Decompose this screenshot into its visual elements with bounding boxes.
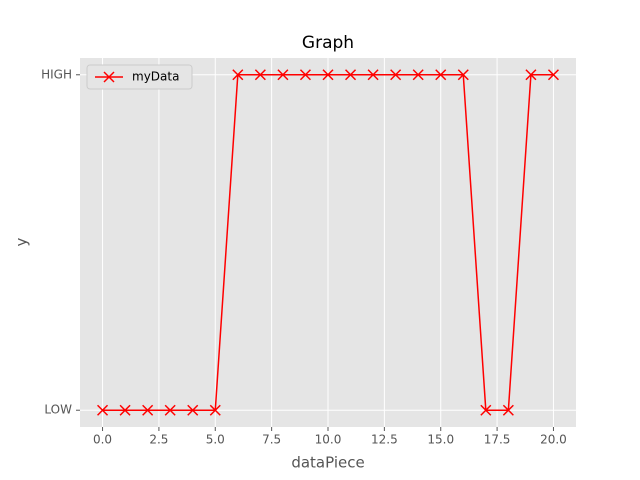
y-tick-label: HIGH	[41, 67, 72, 81]
data-point	[457, 69, 469, 81]
data-point	[209, 404, 221, 416]
y-tick-label: LOW	[44, 403, 72, 417]
x-axis-label: dataPiece	[291, 454, 364, 472]
legend: myData	[86, 64, 193, 90]
data-point	[142, 404, 154, 416]
data-point	[187, 404, 199, 416]
x-tick-label: 12.5	[371, 433, 398, 447]
x-tick-label: 20.0	[540, 433, 567, 447]
x-tick-label: 7.5	[262, 433, 281, 447]
legend-label: myData	[132, 70, 179, 84]
chart-title: Graph	[302, 33, 354, 53]
data-point	[254, 69, 266, 81]
data-point	[367, 69, 379, 81]
data-point	[97, 404, 109, 416]
x-tick-label: 5.0	[206, 433, 225, 447]
data-point	[232, 69, 244, 81]
data-point	[322, 69, 334, 81]
data-point	[345, 69, 357, 81]
legend-box	[86, 64, 193, 90]
data-point	[299, 69, 311, 81]
y-axis-label: y	[13, 237, 31, 246]
data-point	[277, 69, 289, 81]
data-point	[502, 404, 514, 416]
marks	[97, 69, 559, 416]
data-point	[390, 69, 402, 81]
data-point	[480, 404, 492, 416]
x-tick-label: 17.5	[484, 433, 511, 447]
data-point	[119, 404, 131, 416]
data-point	[412, 69, 424, 81]
x-tick-label: 10.0	[315, 433, 342, 447]
x-tick-label: 2.5	[149, 433, 168, 447]
legend-marker	[103, 71, 115, 83]
data-point	[547, 69, 559, 81]
data-point	[164, 404, 176, 416]
x-tick-label: 15.0	[427, 433, 454, 447]
x-tick-label: 0.0	[93, 433, 112, 447]
data-point	[435, 69, 447, 81]
data-point	[525, 69, 537, 81]
